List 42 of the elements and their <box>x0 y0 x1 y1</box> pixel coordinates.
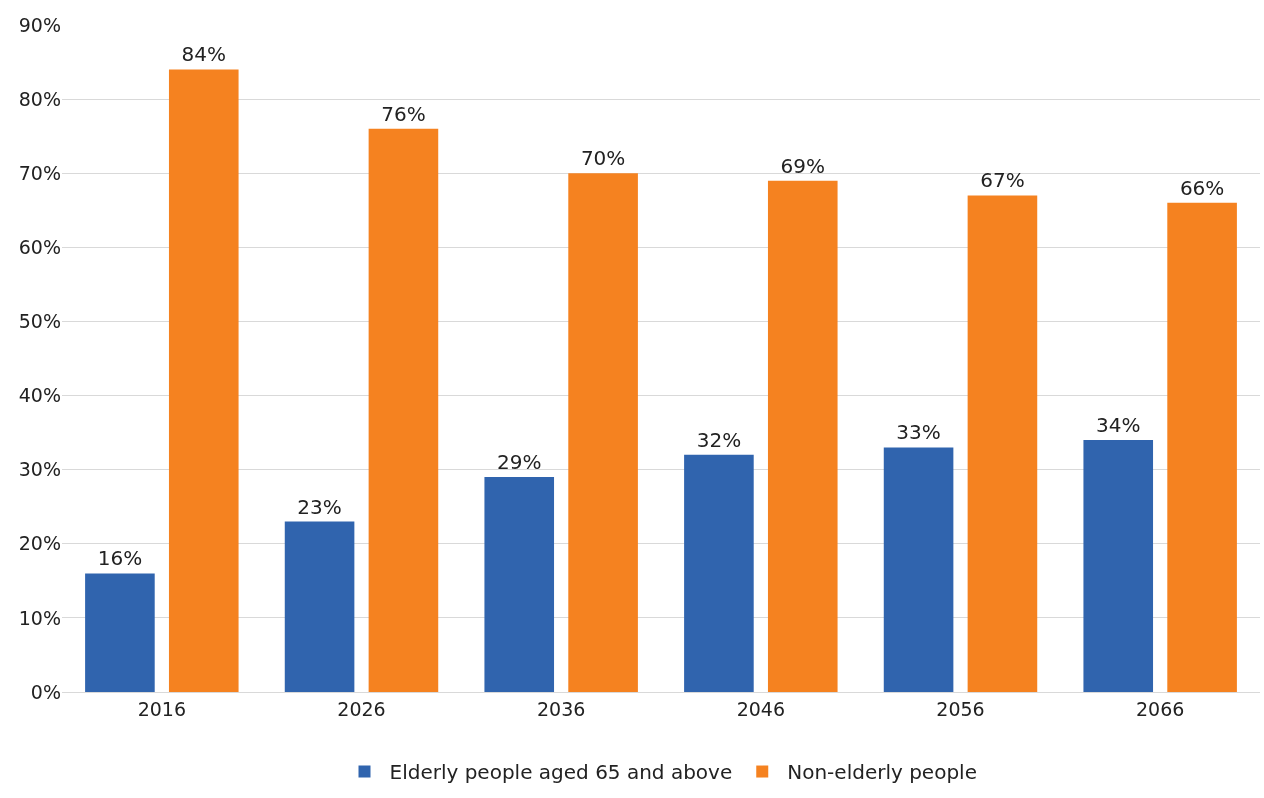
x-tick-label: 2016 <box>137 697 187 720</box>
y-tick-label: 50% <box>18 310 61 333</box>
data-label: 34% <box>1096 413 1141 438</box>
y-tick-label: 30% <box>18 458 61 481</box>
bar <box>368 128 439 692</box>
bar <box>168 69 239 692</box>
x-tick-label: 2036 <box>536 697 586 720</box>
bar <box>1167 202 1237 692</box>
bar <box>1083 440 1154 692</box>
bar <box>684 454 754 692</box>
bar <box>484 477 555 692</box>
data-label: 16% <box>97 546 143 571</box>
data-label: 84% <box>181 42 226 67</box>
x-tick-label: 2026 <box>337 697 386 720</box>
x-tick-label: 2066 <box>1135 697 1185 720</box>
data-label: 67% <box>980 168 1025 193</box>
x-tick-label: 2056 <box>936 697 985 720</box>
bar <box>284 521 355 692</box>
data-label: 33% <box>896 420 941 445</box>
bar <box>767 180 838 692</box>
y-tick-label: 0% <box>30 680 61 703</box>
legend-label: Non-elderly people <box>787 760 977 785</box>
y-tick-label: 70% <box>18 161 61 184</box>
data-label: 70% <box>580 146 626 171</box>
y-tick-label: 40% <box>18 384 61 407</box>
bar <box>568 173 638 692</box>
y-tick-label: 10% <box>18 606 61 629</box>
data-label: 29% <box>497 450 542 475</box>
y-tick-label: 80% <box>18 87 61 110</box>
bar <box>883 447 954 692</box>
data-label: 66% <box>1179 175 1225 200</box>
y-tick-label: 60% <box>18 235 61 258</box>
legend-label: Elderly people aged 65 and above <box>389 760 733 785</box>
bar <box>967 195 1038 692</box>
y-tick-label: 20% <box>18 532 61 555</box>
data-label: 32% <box>696 427 742 452</box>
data-label: 76% <box>381 101 426 126</box>
bar <box>85 573 155 692</box>
data-label: 69% <box>780 153 825 178</box>
y-tick-label: 90% <box>18 13 61 36</box>
data-label: 23% <box>297 494 342 519</box>
x-tick-label: 2046 <box>736 697 786 720</box>
